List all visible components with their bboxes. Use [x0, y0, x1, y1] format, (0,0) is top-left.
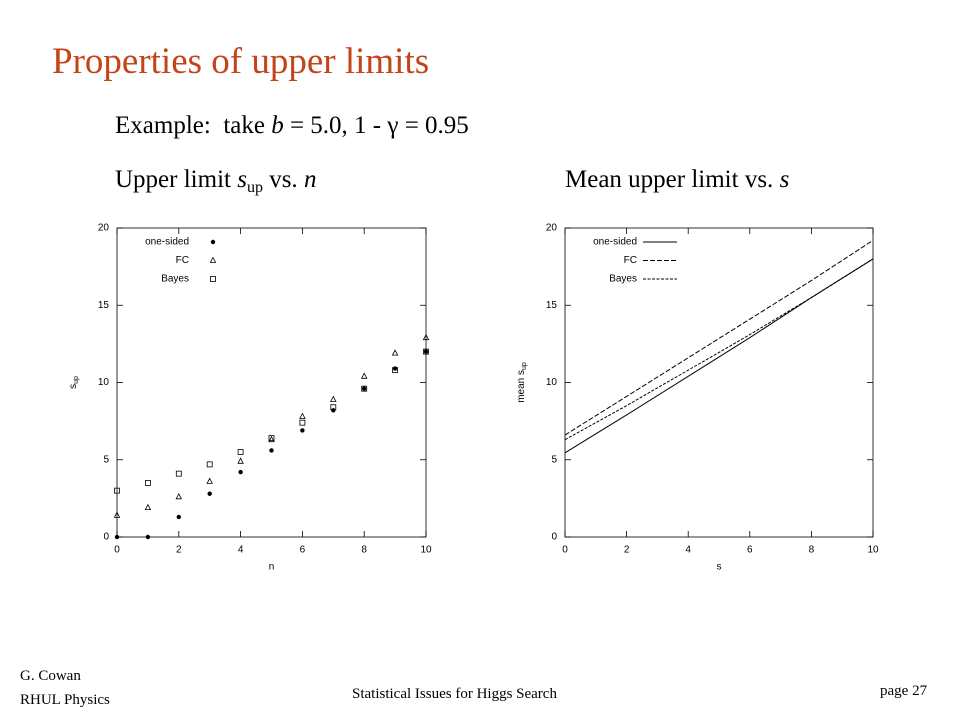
slide-title: Properties of upper limits — [52, 41, 430, 82]
y-axis-label: mean sup — [516, 362, 528, 403]
data-point — [331, 408, 336, 413]
text: take — [223, 112, 272, 139]
data-point — [113, 511, 121, 518]
data-point — [423, 348, 429, 355]
text: γ — [387, 112, 399, 139]
text: s — [779, 166, 790, 193]
data-point — [238, 469, 243, 475]
text: Upper limit — [115, 166, 238, 193]
text: n — [303, 166, 317, 193]
footer: Statistical Issues for Higgs Search — [352, 686, 557, 702]
x-tick-label: 6 — [747, 545, 753, 556]
data-point — [268, 435, 275, 442]
data-point — [330, 395, 337, 402]
x-tick-label: 0 — [114, 545, 120, 556]
author: G. Cowan — [20, 668, 81, 684]
heading: Upper limit sup vs. n — [115, 166, 316, 197]
x-tick-label: 8 — [361, 545, 367, 556]
text: vs. — [262, 166, 304, 193]
text: = 0.95 — [398, 112, 469, 139]
data-point — [299, 412, 306, 419]
x-tick-label: 2 — [176, 545, 182, 556]
y-axis-label-text: s — [68, 384, 79, 389]
text: up — [246, 179, 263, 196]
x-tick-label: 10 — [420, 545, 432, 556]
text: Example: — [115, 112, 211, 139]
data-point — [330, 404, 337, 411]
example-line: Example: take b = 5.0, 1 - γ = 0.95 — [115, 112, 469, 140]
data-point — [361, 385, 368, 392]
y-tick-label: 0 — [551, 532, 557, 543]
affiliation: RHUL Physics — [20, 692, 110, 708]
data-line — [564, 258, 874, 441]
data-point — [176, 514, 181, 520]
data-point — [299, 419, 306, 426]
x-tick-label: 4 — [238, 545, 244, 556]
legend-label: FC — [176, 255, 189, 266]
data-point — [300, 428, 305, 433]
legend-label: FC — [624, 255, 637, 266]
x-axis-label: n — [269, 562, 275, 573]
data-point — [392, 367, 399, 374]
data-point — [360, 372, 368, 379]
y-axis-label: sup — [68, 376, 80, 389]
page-number: page 27 — [880, 683, 928, 699]
y-axis-label-sub: up — [73, 376, 80, 384]
x-tick-label: 6 — [300, 545, 306, 556]
data-point — [206, 461, 213, 468]
x-tick-label: 8 — [809, 545, 815, 556]
data-point — [144, 503, 152, 511]
legend-marker — [209, 256, 217, 263]
text: b — [271, 112, 284, 139]
y-tick-label: 20 — [98, 223, 110, 234]
data-point — [206, 477, 213, 484]
y-tick-label: 15 — [546, 300, 558, 311]
legend-marker — [210, 239, 216, 245]
data-point — [392, 366, 398, 371]
data-point — [175, 470, 182, 477]
y-tick-label: 20 — [546, 223, 558, 234]
text: Mean upper limit vs. — [565, 166, 780, 193]
data-point — [423, 349, 429, 354]
data-point — [391, 349, 399, 356]
y-axis-label-text: mean s — [516, 370, 527, 403]
data-point — [144, 480, 151, 486]
text: s — [237, 166, 247, 193]
legend-marker — [210, 276, 216, 282]
legend-label: Bayes — [609, 274, 637, 285]
y-tick-label: 10 — [546, 377, 558, 388]
x-tick-label: 2 — [624, 545, 630, 556]
data-point — [207, 491, 212, 496]
data-point — [268, 435, 275, 443]
data-point — [114, 534, 120, 540]
data-line — [564, 239, 874, 436]
data-line — [564, 258, 874, 454]
x-tick-label: 10 — [867, 545, 879, 556]
data-point — [362, 386, 367, 391]
data-point — [145, 534, 151, 540]
y-tick-label: 5 — [103, 454, 109, 465]
x-tick-label: 0 — [562, 545, 568, 556]
legend-label: one-sided — [593, 237, 637, 248]
y-tick-label: 15 — [98, 300, 110, 311]
data-point — [237, 457, 244, 464]
x-axis-label: s — [717, 562, 722, 573]
x-tick-label: 4 — [685, 545, 691, 556]
y-tick-label: 10 — [98, 377, 110, 388]
data-point — [175, 492, 183, 500]
data-point — [114, 487, 120, 494]
text: = 5.0, 1 - — [283, 112, 388, 139]
data-point — [269, 448, 274, 453]
data-point — [237, 449, 244, 455]
legend-label: Bayes — [161, 274, 189, 285]
y-axis-label-sub: up — [521, 362, 528, 370]
y-tick-label: 0 — [103, 532, 109, 543]
data-point — [422, 333, 430, 341]
heading: Mean upper limit vs. s — [565, 166, 789, 194]
legend-label: one-sided — [145, 237, 189, 248]
y-tick-label: 5 — [551, 454, 557, 465]
